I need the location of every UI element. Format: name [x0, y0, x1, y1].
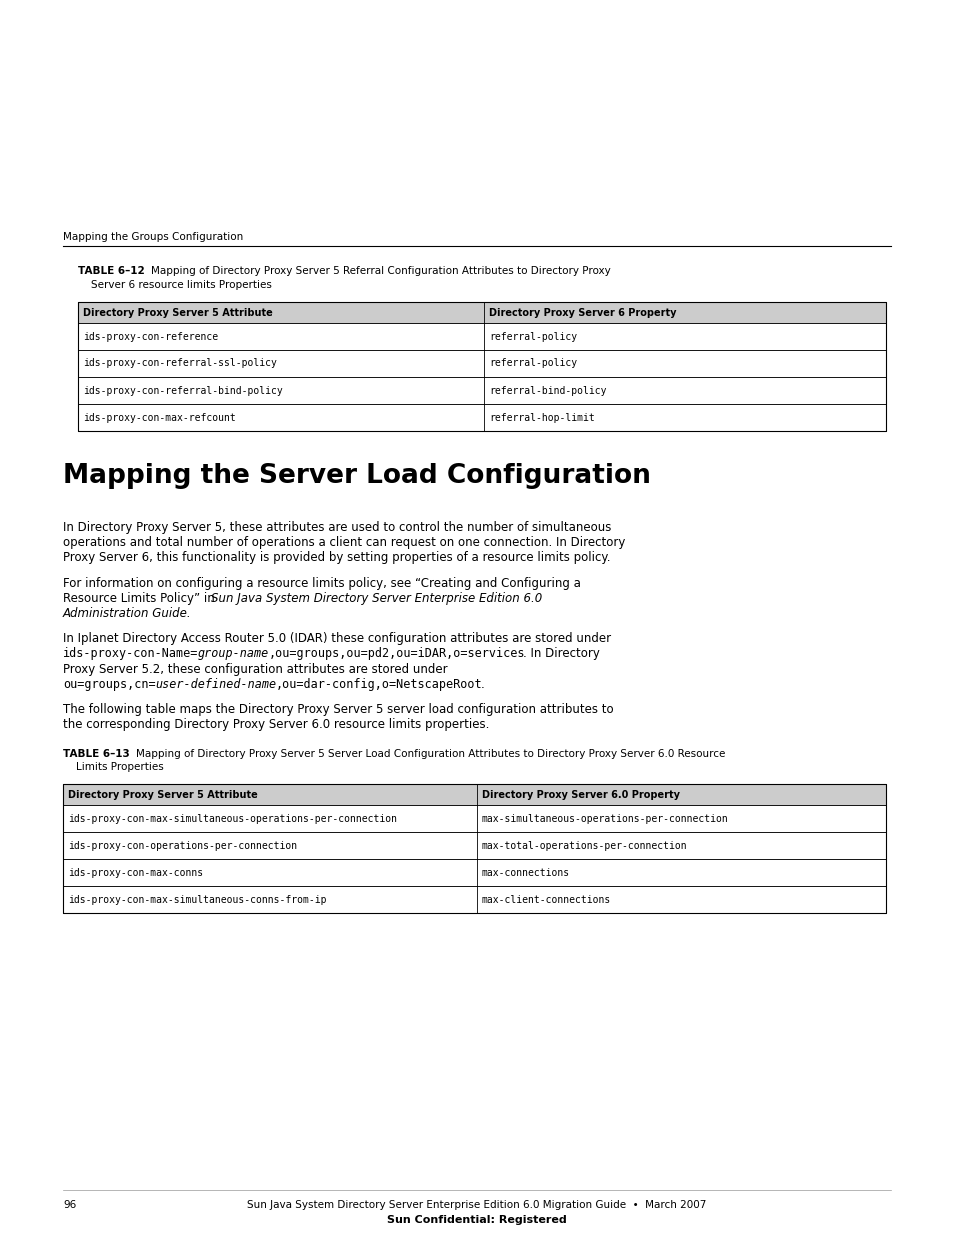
Bar — [63, 860, 885, 887]
Text: max-simultaneous-operations-per-connection: max-simultaneous-operations-per-connecti… — [481, 814, 728, 824]
Text: Resource Limits Policy” in: Resource Limits Policy” in — [63, 592, 218, 605]
Text: Limits Properties: Limits Properties — [63, 762, 164, 772]
Text: In Directory Proxy Server 5, these attributes are used to control the number of : In Directory Proxy Server 5, these attri… — [63, 521, 611, 534]
Text: Proxy Server 6, this functionality is provided by setting properties of a resour: Proxy Server 6, this functionality is pr… — [63, 551, 610, 564]
Text: Mapping of Directory Proxy Server 5 Server Load Configuration Attributes to Dire: Mapping of Directory Proxy Server 5 Serv… — [123, 750, 724, 760]
Bar — [78, 303, 885, 431]
Text: Directory Proxy Server 6.0 Property: Directory Proxy Server 6.0 Property — [481, 790, 679, 800]
Text: max-total-operations-per-connection: max-total-operations-per-connection — [481, 841, 687, 851]
Text: operations and total number of operations a client can request on one connection: operations and total number of operation… — [63, 536, 625, 550]
Bar — [63, 784, 885, 914]
Text: ids-proxy-con-referral-bind-policy: ids-proxy-con-referral-bind-policy — [83, 385, 282, 395]
Bar — [63, 784, 885, 805]
Bar — [63, 805, 885, 832]
Text: ids-proxy-con-max-simultaneous-conns-from-ip: ids-proxy-con-max-simultaneous-conns-fro… — [68, 895, 326, 905]
Text: ,ou=groups,ou=pd2,ou=iDAR,o=services: ,ou=groups,ou=pd2,ou=iDAR,o=services — [268, 647, 524, 661]
Text: 96: 96 — [63, 1200, 76, 1210]
Text: TABLE 6–12: TABLE 6–12 — [78, 266, 145, 275]
Bar — [78, 404, 885, 431]
Text: ids-proxy-con-reference: ids-proxy-con-reference — [83, 331, 218, 342]
Text: referral-policy: referral-policy — [489, 358, 577, 368]
Text: Server 6 resource limits Properties: Server 6 resource limits Properties — [78, 280, 272, 290]
Text: max-connections: max-connections — [481, 868, 570, 878]
Text: .: . — [480, 678, 484, 690]
Bar — [78, 350, 885, 377]
Text: user-defined-name: user-defined-name — [155, 678, 276, 690]
Text: ids-proxy-con-Name=: ids-proxy-con-Name= — [63, 647, 198, 661]
Bar — [78, 324, 885, 350]
Text: ids-proxy-con-max-conns: ids-proxy-con-max-conns — [68, 868, 203, 878]
Text: group-name: group-name — [197, 647, 269, 661]
Text: Mapping of Directory Proxy Server 5 Referral Configuration Attributes to Directo: Mapping of Directory Proxy Server 5 Refe… — [138, 266, 610, 275]
Text: ids-proxy-con-referral-ssl-policy: ids-proxy-con-referral-ssl-policy — [83, 358, 276, 368]
Text: Sun Java System Directory Server Enterprise Edition 6.0: Sun Java System Directory Server Enterpr… — [211, 592, 542, 605]
Text: . In Directory: . In Directory — [523, 647, 599, 661]
Text: ids-proxy-con-operations-per-connection: ids-proxy-con-operations-per-connection — [68, 841, 296, 851]
Text: Mapping the Groups Configuration: Mapping the Groups Configuration — [63, 232, 243, 242]
Text: Administration Guide.: Administration Guide. — [63, 606, 192, 620]
Text: The following table maps the Directory Proxy Server 5 server load configuration : The following table maps the Directory P… — [63, 703, 613, 716]
Text: ou=groups,cn=: ou=groups,cn= — [63, 678, 155, 690]
Bar — [78, 377, 885, 404]
Text: max-client-connections: max-client-connections — [481, 895, 611, 905]
Text: Directory Proxy Server 5 Attribute: Directory Proxy Server 5 Attribute — [68, 790, 257, 800]
Bar — [78, 303, 885, 324]
Text: ,ou=dar-config,o=NetscapeRoot: ,ou=dar-config,o=NetscapeRoot — [275, 678, 481, 690]
Text: Sun Confidential: Registered: Sun Confidential: Registered — [387, 1215, 566, 1225]
Bar — [63, 887, 885, 914]
Text: referral-bind-policy: referral-bind-policy — [489, 385, 606, 395]
Text: referral-policy: referral-policy — [489, 331, 577, 342]
Text: referral-hop-limit: referral-hop-limit — [489, 412, 595, 422]
Text: ids-proxy-con-max-refcount: ids-proxy-con-max-refcount — [83, 412, 235, 422]
Text: Mapping the Server Load Configuration: Mapping the Server Load Configuration — [63, 463, 650, 489]
Text: In Iplanet Directory Access Router 5.0 (IDAR) these configuration attributes are: In Iplanet Directory Access Router 5.0 (… — [63, 632, 611, 645]
Text: Sun Java System Directory Server Enterprise Edition 6.0 Migration Guide  •  Marc: Sun Java System Directory Server Enterpr… — [247, 1200, 706, 1210]
Text: Directory Proxy Server 6 Property: Directory Proxy Server 6 Property — [489, 308, 677, 317]
Text: ids-proxy-con-max-simultaneous-operations-per-connection: ids-proxy-con-max-simultaneous-operation… — [68, 814, 396, 824]
Text: the corresponding Directory Proxy Server 6.0 resource limits properties.: the corresponding Directory Proxy Server… — [63, 719, 489, 731]
Text: For information on configuring a resource limits policy, see “Creating and Confi: For information on configuring a resourc… — [63, 577, 580, 589]
Text: Directory Proxy Server 5 Attribute: Directory Proxy Server 5 Attribute — [83, 308, 273, 317]
Bar — [63, 832, 885, 860]
Text: Proxy Server 5.2, these configuration attributes are stored under: Proxy Server 5.2, these configuration at… — [63, 663, 447, 676]
Text: TABLE 6–13: TABLE 6–13 — [63, 750, 130, 760]
